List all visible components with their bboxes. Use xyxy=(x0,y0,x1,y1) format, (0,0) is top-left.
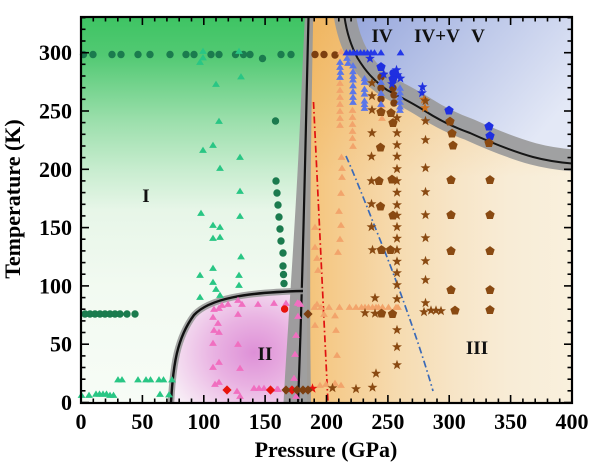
svg-text:IV+V: IV+V xyxy=(414,26,460,47)
svg-text:IV: IV xyxy=(371,26,392,47)
svg-text:100: 100 xyxy=(39,273,72,298)
svg-text:50: 50 xyxy=(131,409,153,434)
svg-text:350: 350 xyxy=(494,409,527,434)
svg-text:V: V xyxy=(471,26,485,47)
svg-text:400: 400 xyxy=(556,409,589,434)
svg-text:Pressure (GPa): Pressure (GPa) xyxy=(255,437,398,462)
svg-text:50: 50 xyxy=(50,332,72,357)
svg-text:0: 0 xyxy=(76,409,87,434)
svg-text:100: 100 xyxy=(187,409,220,434)
svg-text:I: I xyxy=(142,186,149,207)
svg-text:300: 300 xyxy=(39,40,72,65)
svg-text:200: 200 xyxy=(39,157,72,182)
svg-text:Temperature (K): Temperature (K) xyxy=(0,119,25,278)
svg-text:150: 150 xyxy=(39,215,72,240)
svg-text:300: 300 xyxy=(433,409,466,434)
svg-text:II: II xyxy=(258,344,273,365)
svg-text:200: 200 xyxy=(310,409,343,434)
svg-text:III: III xyxy=(466,338,488,359)
svg-text:0: 0 xyxy=(61,390,72,415)
svg-text:250: 250 xyxy=(39,99,72,124)
svg-text:250: 250 xyxy=(371,409,404,434)
svg-text:150: 150 xyxy=(249,409,282,434)
